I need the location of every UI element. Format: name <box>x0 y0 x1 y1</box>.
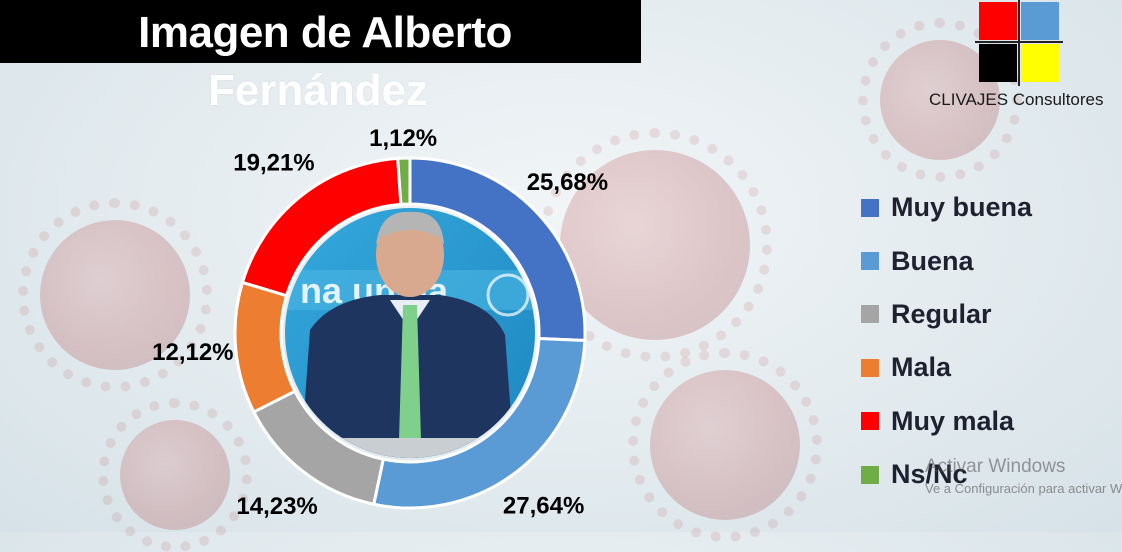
brand-logo <box>975 0 1063 86</box>
legend-label: Ns/Nc <box>891 459 968 490</box>
logo-quadrant-blue <box>1021 2 1059 40</box>
speaker-photo: na unida <box>285 208 535 458</box>
donut-slice-ns-nc <box>396 156 412 206</box>
slice-value-label: 1,12% <box>369 125 437 152</box>
legend-label: Regular <box>891 298 992 329</box>
legend-swatch <box>861 305 879 324</box>
title-bar <box>0 0 641 63</box>
legend-item: Mala <box>861 341 1032 394</box>
page-title-line2: Fernández <box>208 66 429 115</box>
virus-decoration <box>858 18 1022 182</box>
legend-item: Buena <box>861 234 1032 287</box>
legend-label: Buena <box>891 245 974 276</box>
legend-swatch <box>861 412 879 431</box>
legend-item: Ns/Nc <box>861 448 1032 501</box>
legend-item: Muy mala <box>861 395 1032 448</box>
legend-swatch <box>861 198 879 217</box>
page-title: Imagen de Alberto <box>138 8 512 57</box>
logo-quadrant-black <box>979 44 1017 82</box>
logo-quadrant-yellow <box>1021 44 1059 82</box>
slice-value-label: 14,23% <box>236 493 317 520</box>
windows-watermark-subtitle: Ve a Configuración para activar Windows. <box>925 481 1122 496</box>
slice-value-label: 25,68% <box>527 169 608 196</box>
legend-item: Regular <box>861 288 1032 341</box>
slice-value-label: 27,64% <box>503 492 584 519</box>
chart-legend: Muy buena Buena Regular Mala Muy mala Ns… <box>861 181 1032 501</box>
legend-swatch <box>861 465 879 484</box>
slice-value-label: 12,12% <box>152 339 233 366</box>
legend-item: Muy buena <box>861 181 1032 234</box>
slice-value-label: 19,21% <box>233 150 314 177</box>
brand-name: CLIVAJES Consultores <box>929 90 1104 109</box>
virus-decoration <box>18 198 212 392</box>
donut-chart: na unida 25,68% 27,64% 14,23% 12,12% 19,21% 1… <box>152 125 608 520</box>
legend-swatch <box>861 358 879 377</box>
legend-label: Muy buena <box>891 192 1033 223</box>
logo-quadrant-red <box>979 2 1017 40</box>
windows-watermark-title: Activar Windows <box>925 456 1066 477</box>
legend-label: Muy mala <box>891 405 1015 436</box>
legend-swatch <box>861 252 879 271</box>
logo-crosshair-v <box>1018 0 1020 86</box>
legend-label: Mala <box>891 352 952 383</box>
